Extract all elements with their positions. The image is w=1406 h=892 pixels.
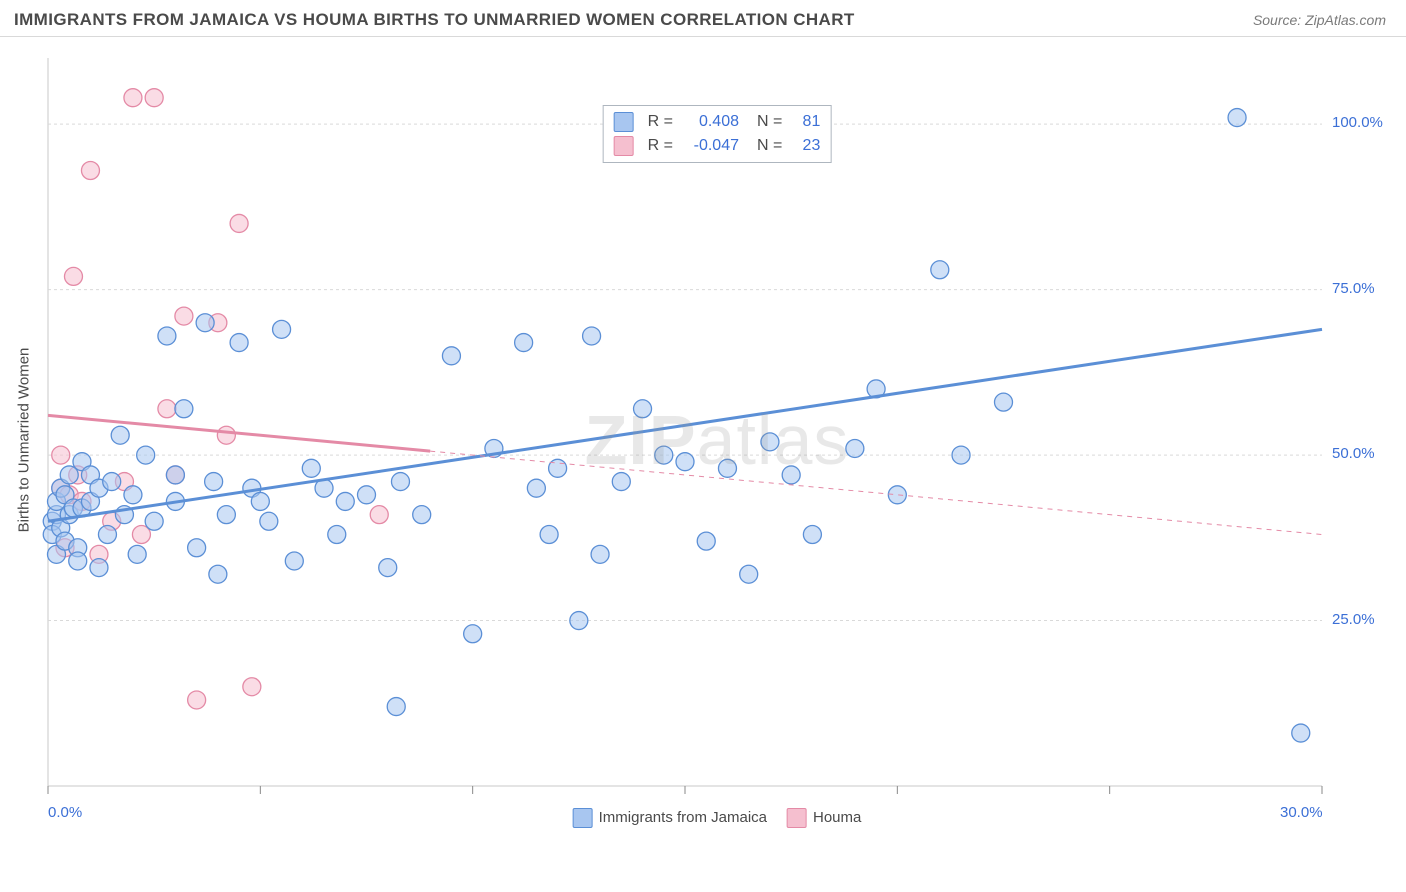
data-point bbox=[217, 506, 235, 524]
data-point bbox=[145, 512, 163, 530]
regression-line bbox=[48, 415, 430, 451]
legend-swatch bbox=[614, 136, 634, 156]
data-point bbox=[81, 162, 99, 180]
y-tick-label: 75.0% bbox=[1332, 280, 1375, 297]
scatter-svg bbox=[42, 50, 1392, 830]
data-point bbox=[188, 539, 206, 557]
data-point bbox=[328, 526, 346, 544]
correlation-legend: R =0.408N =81R =-0.047N =23 bbox=[603, 105, 832, 163]
data-point bbox=[413, 506, 431, 524]
data-point bbox=[336, 492, 354, 510]
data-point bbox=[251, 492, 269, 510]
data-point bbox=[379, 559, 397, 577]
data-point bbox=[103, 473, 121, 491]
regression-line-extrapolated bbox=[430, 451, 1322, 534]
data-point bbox=[205, 473, 223, 491]
data-point bbox=[740, 565, 758, 583]
data-point bbox=[273, 320, 291, 338]
data-point bbox=[302, 459, 320, 477]
data-point bbox=[634, 400, 652, 418]
data-point bbox=[676, 453, 694, 471]
data-point bbox=[931, 261, 949, 279]
legend-swatch bbox=[787, 808, 807, 828]
data-point bbox=[655, 446, 673, 464]
data-point bbox=[442, 347, 460, 365]
data-point bbox=[1292, 724, 1310, 742]
data-point bbox=[527, 479, 545, 497]
data-point bbox=[285, 552, 303, 570]
data-point bbox=[846, 439, 864, 457]
legend-item: Houma bbox=[787, 808, 861, 828]
data-point bbox=[540, 526, 558, 544]
legend-item: Immigrants from Jamaica bbox=[573, 808, 767, 828]
data-point bbox=[158, 327, 176, 345]
data-point bbox=[98, 526, 116, 544]
data-point bbox=[761, 433, 779, 451]
source-attribution: Source: ZipAtlas.com bbox=[1253, 12, 1386, 28]
data-point bbox=[230, 214, 248, 232]
data-point bbox=[128, 545, 146, 563]
data-point bbox=[803, 526, 821, 544]
legend-swatch bbox=[573, 808, 593, 828]
data-point bbox=[166, 466, 184, 484]
data-point bbox=[888, 486, 906, 504]
data-point bbox=[952, 446, 970, 464]
data-point bbox=[196, 314, 214, 332]
data-point bbox=[230, 334, 248, 352]
data-point bbox=[69, 552, 87, 570]
plot-area: Births to Unmarried Women ZIPatlas R =0.… bbox=[42, 50, 1392, 830]
data-point bbox=[111, 426, 129, 444]
data-point bbox=[697, 532, 715, 550]
data-point bbox=[64, 267, 82, 285]
data-point bbox=[209, 565, 227, 583]
data-point bbox=[243, 678, 261, 696]
data-point bbox=[158, 400, 176, 418]
data-point bbox=[583, 327, 601, 345]
y-tick-label: 25.0% bbox=[1332, 611, 1375, 628]
data-point bbox=[260, 512, 278, 530]
data-point bbox=[391, 473, 409, 491]
legend-row: R =-0.047N =23 bbox=[614, 134, 821, 158]
data-point bbox=[718, 459, 736, 477]
data-point bbox=[464, 625, 482, 643]
regression-line bbox=[48, 329, 1322, 521]
data-point bbox=[52, 446, 70, 464]
y-tick-label: 50.0% bbox=[1332, 445, 1375, 462]
data-point bbox=[782, 466, 800, 484]
data-point bbox=[358, 486, 376, 504]
y-tick-label: 100.0% bbox=[1332, 114, 1383, 131]
data-point bbox=[90, 559, 108, 577]
legend-swatch bbox=[614, 112, 634, 132]
x-tick-label: 0.0% bbox=[48, 804, 82, 821]
data-point bbox=[515, 334, 533, 352]
chart-header: IMMIGRANTS FROM JAMAICA VS HOUMA BIRTHS … bbox=[0, 0, 1406, 37]
data-point bbox=[591, 545, 609, 563]
data-point bbox=[995, 393, 1013, 411]
data-point bbox=[145, 89, 163, 107]
data-point bbox=[612, 473, 630, 491]
data-point bbox=[1228, 109, 1246, 127]
data-point bbox=[124, 486, 142, 504]
data-point bbox=[570, 612, 588, 630]
data-point bbox=[175, 307, 193, 325]
x-tick-label: 30.0% bbox=[1280, 804, 1323, 821]
data-point bbox=[137, 446, 155, 464]
data-point bbox=[124, 89, 142, 107]
data-point bbox=[370, 506, 388, 524]
series-legend: Immigrants from Jamaica Houma bbox=[573, 808, 862, 828]
data-point bbox=[175, 400, 193, 418]
chart-title: IMMIGRANTS FROM JAMAICA VS HOUMA BIRTHS … bbox=[14, 10, 855, 30]
legend-row: R =0.408N =81 bbox=[614, 110, 821, 134]
data-point bbox=[387, 698, 405, 716]
data-point bbox=[217, 426, 235, 444]
data-point bbox=[188, 691, 206, 709]
y-axis-label: Births to Unmarried Women bbox=[16, 348, 33, 533]
